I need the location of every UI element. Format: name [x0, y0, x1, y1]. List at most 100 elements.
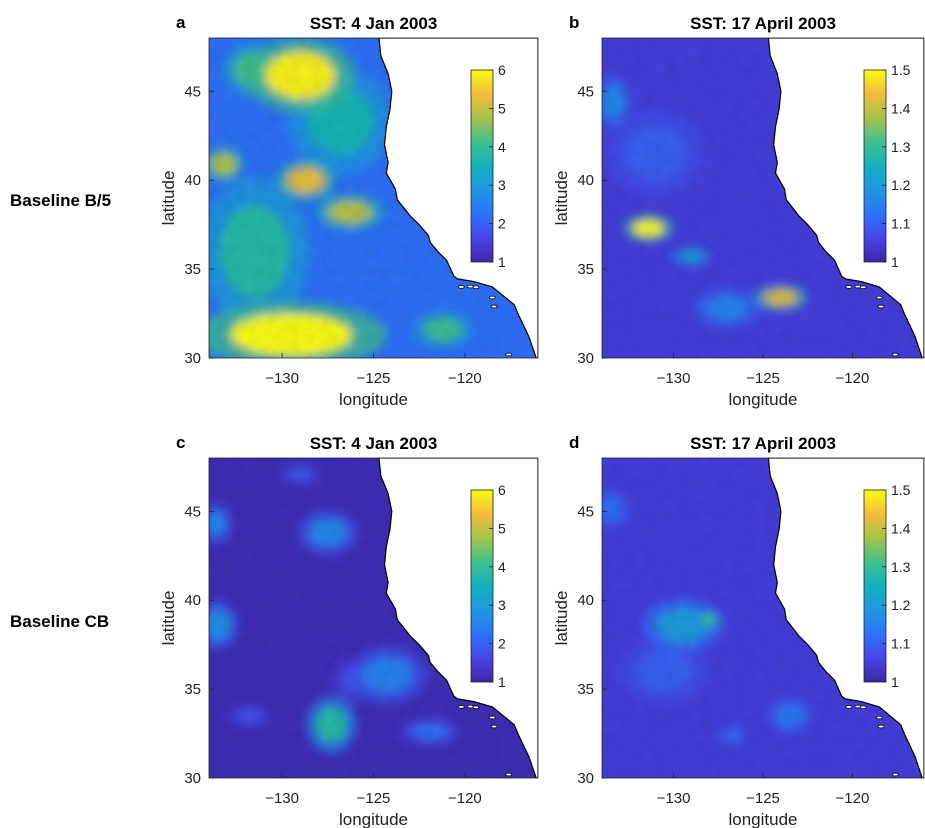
y-tick-label: 40	[184, 592, 201, 609]
x-tick-label: −120	[448, 790, 482, 807]
panel-letter: c	[176, 433, 185, 452]
y-axis-label: latitude	[552, 591, 571, 646]
colorbar-tick-label: 2	[498, 216, 506, 232]
island-5	[891, 772, 899, 777]
row-label-baseline-b5: Baseline B/5	[10, 191, 111, 210]
colorbar-tick-label: 5	[498, 100, 506, 116]
island-0	[845, 285, 853, 289]
land-mask	[378, 458, 538, 778]
y-tick-label: 45	[577, 503, 594, 520]
x-tick-label: −125	[746, 370, 780, 387]
colorbar	[863, 489, 887, 683]
colorbar-tick-label: 1.2	[891, 597, 911, 613]
island-2	[859, 285, 867, 290]
colorbar-tick-label: 1.5	[891, 62, 911, 78]
island-5	[891, 352, 899, 357]
colorbar-tick-label: 1.1	[891, 216, 911, 232]
island-4	[490, 724, 498, 729]
island-4	[877, 304, 885, 309]
y-tick-label: 35	[577, 681, 594, 698]
island-2	[859, 705, 867, 710]
x-tick-label: −130	[657, 790, 691, 807]
colorbar-tick-label: 6	[498, 482, 506, 498]
island-3	[488, 295, 496, 300]
island-3	[488, 715, 496, 720]
colorbar-tick-label: 1.1	[891, 636, 911, 652]
colorbar-tick-label: 1	[498, 254, 506, 270]
island-3	[875, 715, 883, 720]
x-tick-label: −130	[265, 370, 299, 387]
y-axis-label: latitude	[552, 171, 571, 226]
colorbar	[863, 69, 887, 263]
colorbar-tick-label: 1.3	[891, 559, 911, 575]
x-tick-label: −125	[746, 790, 780, 807]
y-tick-label: 40	[577, 172, 594, 189]
colorbar-tick-label: 5	[498, 520, 506, 536]
colorbar-tick-label: 3	[498, 177, 506, 193]
island-2	[472, 285, 480, 290]
row-label-baseline-cb: Baseline CB	[10, 612, 109, 631]
x-tick-label: −125	[357, 790, 391, 807]
x-tick-label: −125	[357, 370, 391, 387]
panel-title: SST: 17 April 2003	[690, 434, 836, 453]
x-tick-label: −120	[836, 370, 870, 387]
y-tick-label: 45	[577, 83, 594, 100]
colorbar-tick-label: 1	[891, 254, 899, 270]
y-tick-label: 35	[184, 681, 201, 698]
panel-b: SST: 17 April 2003 b −130 −125 −120 30 35 40 45 l…	[552, 13, 925, 409]
island-4	[877, 724, 885, 729]
y-tick-label: 30	[184, 350, 201, 367]
x-tick-label: −130	[657, 370, 691, 387]
y-tick-label: 40	[184, 172, 201, 189]
panel-letter: b	[569, 13, 579, 32]
colorbar-tick-label: 2	[498, 636, 506, 652]
island-3	[875, 295, 883, 300]
island-4	[490, 304, 498, 309]
panel-title: SST: 17 April 2003	[690, 14, 836, 33]
x-tick-label: −120	[448, 370, 482, 387]
panel-letter: d	[569, 433, 579, 452]
panel-d: SST: 17 April 2003 d −130 −125 −120 30 35 40 45 l…	[552, 433, 925, 828]
y-tick-label: 30	[577, 770, 594, 787]
y-tick-label: 30	[577, 350, 594, 367]
colorbar-tick-label: 6	[498, 62, 506, 78]
colorbar-tick-label: 1.3	[891, 139, 911, 155]
y-axis-label: latitude	[159, 171, 178, 226]
x-axis-label: longitude	[728, 390, 797, 409]
panel-letter: a	[176, 13, 186, 32]
colorbar-tick-label: 1.4	[891, 100, 911, 116]
y-tick-label: 45	[184, 503, 201, 520]
panel-title: SST: 4 Jan 2003	[310, 14, 438, 33]
land-mask	[378, 38, 538, 358]
y-axis-label: latitude	[159, 591, 178, 646]
x-axis-label: longitude	[728, 810, 797, 828]
island-0	[845, 705, 853, 709]
colorbar-tick-label: 3	[498, 597, 506, 613]
x-axis-label: longitude	[339, 810, 408, 828]
colorbar-tick-label: 1.2	[891, 177, 911, 193]
island-1	[466, 704, 474, 709]
colorbar-tick-label: 4	[498, 139, 506, 155]
colorbar-tick-label: 1.4	[891, 520, 911, 536]
y-tick-label: 35	[184, 261, 201, 278]
panel-title: SST: 4 Jan 2003	[310, 434, 438, 453]
x-axis-label: longitude	[339, 390, 408, 409]
island-2	[472, 705, 480, 710]
island-0	[457, 705, 465, 709]
colorbar	[470, 69, 494, 263]
colorbar	[470, 489, 494, 683]
colorbar-tick-label: 1	[891, 674, 899, 690]
colorbar-tick-label: 1.5	[891, 482, 911, 498]
x-tick-label: −130	[265, 790, 299, 807]
island-5	[505, 352, 513, 357]
island-1	[466, 284, 474, 289]
y-tick-label: 45	[184, 83, 201, 100]
y-tick-label: 35	[577, 261, 594, 278]
y-tick-label: 30	[184, 770, 201, 787]
island-5	[505, 772, 513, 777]
y-tick-label: 40	[577, 592, 594, 609]
